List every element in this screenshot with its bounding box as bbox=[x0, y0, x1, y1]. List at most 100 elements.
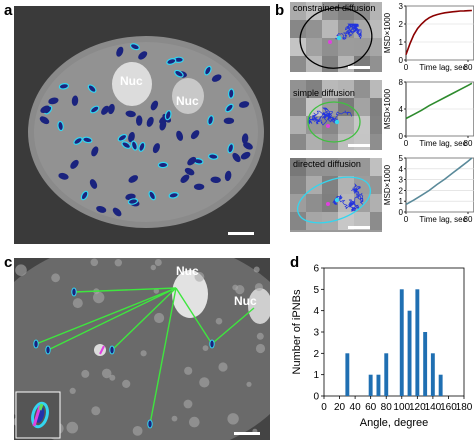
ipnb-marker bbox=[117, 133, 128, 142]
ipnb-marker bbox=[130, 140, 138, 151]
ipnb-marker bbox=[193, 183, 205, 190]
scale-bar-c bbox=[234, 432, 260, 435]
ipnb-marker bbox=[58, 172, 69, 180]
ipnb-marker bbox=[112, 207, 122, 217]
ipnb-marker bbox=[166, 58, 177, 65]
ipnb-marker bbox=[207, 115, 214, 126]
ipnb-marker bbox=[89, 179, 98, 189]
ipnb-marker bbox=[180, 174, 190, 183]
y-tick-label: 0 bbox=[399, 208, 404, 217]
ipnb-marker bbox=[128, 175, 139, 183]
x-tick-label: 80 bbox=[381, 402, 393, 413]
direction-line bbox=[35, 287, 177, 345]
histogram-bar bbox=[384, 353, 389, 396]
x-tick-label: 60 bbox=[365, 402, 377, 413]
ipnb-marker bbox=[87, 84, 97, 93]
ipnb-marker bbox=[33, 339, 39, 349]
ipnb-marker bbox=[73, 137, 83, 145]
y-tick-label: 6 bbox=[313, 264, 319, 275]
ipnb-marker bbox=[146, 116, 154, 127]
direction-line bbox=[149, 287, 177, 425]
nucleus-c2 bbox=[248, 288, 270, 324]
y-axis-label: Number of iPNBs bbox=[291, 289, 303, 374]
x-tick-label: 20 bbox=[334, 402, 346, 413]
ipnb-marker bbox=[164, 110, 172, 121]
histogram-bar bbox=[438, 374, 443, 396]
ipnb-marker bbox=[208, 153, 219, 160]
ipnb-marker bbox=[129, 43, 140, 51]
direction-line bbox=[111, 287, 177, 351]
ipnb-marker bbox=[184, 167, 195, 176]
x-tick-label: 80 bbox=[464, 63, 473, 72]
trajectory-path bbox=[332, 183, 364, 213]
scale-bar-b3 bbox=[348, 226, 370, 229]
y-axis-label: MSD×1000 bbox=[384, 12, 392, 53]
msd-curve bbox=[405, 157, 473, 206]
scale-bar-b1 bbox=[348, 66, 370, 69]
ipnb-marker bbox=[45, 345, 51, 355]
ipnb-marker bbox=[82, 136, 93, 144]
ipnb-marker bbox=[224, 170, 232, 182]
y-tick-label: 3 bbox=[399, 2, 404, 11]
x-tick-label: 0 bbox=[404, 63, 409, 72]
y-tick-label: 4 bbox=[399, 165, 404, 174]
histogram-bar bbox=[399, 289, 404, 396]
nucleus-1 bbox=[112, 62, 152, 106]
ipnb-marker bbox=[80, 190, 89, 201]
x-tick-label: 100 bbox=[393, 402, 410, 413]
trajectory-simple: simple diffusion bbox=[290, 80, 382, 150]
msd-curve bbox=[405, 9, 472, 55]
ipnb-marker bbox=[210, 176, 221, 184]
ipnb-marker bbox=[174, 69, 184, 78]
direction-line bbox=[47, 287, 177, 351]
nucleus-label-c2: Nuc bbox=[234, 294, 257, 308]
histogram-bar bbox=[345, 353, 350, 396]
x-tick-label: 120 bbox=[409, 402, 426, 413]
direction-line bbox=[73, 287, 177, 293]
scale-bar-a bbox=[228, 232, 254, 235]
confinement-ellipse bbox=[299, 7, 373, 69]
ipnb-marker bbox=[150, 100, 159, 111]
direction-lines bbox=[35, 287, 255, 425]
y-tick-label: 5 bbox=[399, 154, 404, 163]
ipnb-marker bbox=[135, 115, 143, 126]
ipnb-markers bbox=[39, 43, 253, 217]
trajectory-label-simple: simple diffusion bbox=[293, 88, 355, 98]
y-tick-label: 1 bbox=[313, 370, 319, 381]
x-axis-label: Time lag, sec bbox=[419, 63, 466, 72]
direction-line bbox=[175, 287, 213, 345]
ipnb-marker bbox=[227, 88, 235, 99]
histogram-bar bbox=[376, 374, 381, 396]
ipnb-marker bbox=[240, 151, 251, 160]
y-tick-label: 5 bbox=[313, 285, 319, 296]
ipnb-marker bbox=[48, 97, 59, 105]
ipnb-marker bbox=[125, 110, 136, 118]
x-tick-label: 80 bbox=[464, 139, 473, 148]
y-tick-label: 2 bbox=[399, 186, 404, 195]
direction-line bbox=[213, 307, 255, 343]
x-axis-label: Time lag, sec bbox=[419, 139, 466, 148]
nucleus-label-2: Nuc bbox=[176, 94, 199, 108]
ipnb-marker bbox=[152, 143, 160, 154]
ipnb-marker bbox=[243, 142, 253, 150]
trajectory-label-directed: directed diffusion bbox=[293, 159, 361, 169]
x-tick-label: 160 bbox=[440, 402, 457, 413]
histogram-bar bbox=[368, 374, 373, 396]
y-tick-label: 1 bbox=[399, 197, 404, 206]
ipnb-marker bbox=[168, 192, 179, 199]
x-tick-label: 180 bbox=[456, 402, 473, 413]
ipnb-marker bbox=[57, 120, 64, 132]
x-tick-label: 0 bbox=[321, 402, 327, 413]
y-tick-label: 4 bbox=[399, 105, 404, 114]
ipnb-marker bbox=[58, 83, 70, 90]
msd-curve bbox=[405, 82, 473, 120]
nucleus-label-c1: Nuc bbox=[176, 264, 199, 278]
histogram-bar bbox=[430, 353, 435, 396]
ipnb-marker bbox=[128, 131, 135, 143]
ipnb-marker bbox=[187, 156, 197, 166]
ipnb-marker bbox=[101, 105, 110, 115]
ipnb-marker bbox=[116, 46, 124, 57]
histogram-bar bbox=[415, 289, 420, 396]
